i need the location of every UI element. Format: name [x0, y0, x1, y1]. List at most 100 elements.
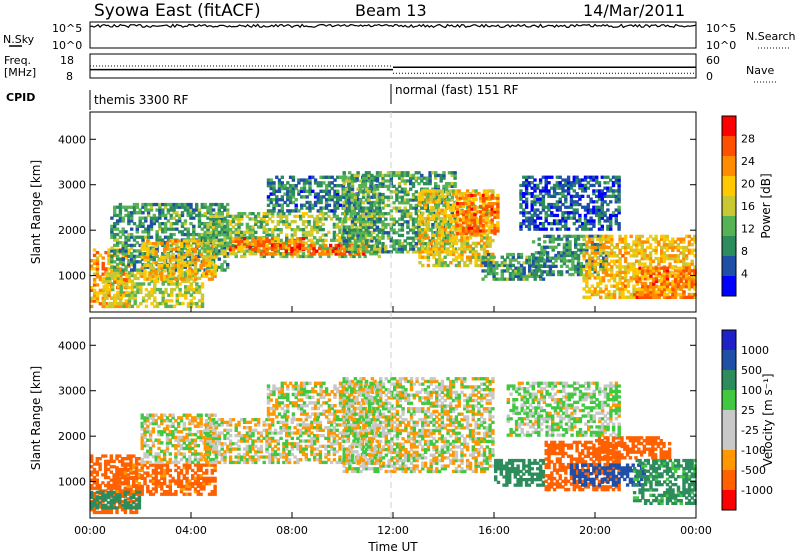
heatmap-cell: [378, 209, 382, 213]
heatmap-cell: [220, 227, 224, 231]
heatmap-cell: [214, 235, 219, 239]
heatmap-cell: [422, 242, 427, 246]
heatmap-cell: [324, 200, 329, 205]
heatmap-cell: [172, 211, 176, 215]
heatmap-cell: [203, 236, 207, 240]
heatmap-cell: [439, 173, 443, 178]
heatmap-cell: [338, 198, 343, 202]
heatmap-cell: [292, 252, 297, 256]
heatmap-cell: [188, 272, 192, 276]
heatmap-cell: [450, 184, 454, 188]
heatmap-cell: [254, 220, 258, 224]
heatmap-cell: [440, 263, 445, 268]
heatmap-cell: [414, 250, 418, 254]
heatmap-cell: [400, 198, 405, 202]
heatmap-cell: [146, 211, 151, 215]
heatmap-cell: [375, 171, 380, 175]
heatmap-cell: [138, 219, 142, 223]
heatmap-cell: [464, 226, 469, 230]
heatmap-cell: [138, 254, 142, 258]
heatmap-cell: [470, 207, 474, 211]
heatmap-cell: [161, 213, 165, 218]
heatmap-cell: [95, 259, 100, 263]
heatmap-cell: [392, 239, 396, 243]
heatmap-cell: [259, 254, 264, 259]
heatmap-cell: [550, 175, 554, 179]
heatmap-cell: [324, 212, 328, 216]
heatmap-cell: [381, 244, 385, 248]
beam-label: Beam 13: [355, 1, 427, 20]
heatmap-cell: [147, 296, 151, 300]
heatmap-cell: [381, 231, 385, 235]
heatmap-cell: [451, 203, 456, 207]
heatmap-cell: [356, 236, 360, 240]
heatmap-cell: [98, 253, 103, 257]
heatmap-cell: [98, 302, 103, 306]
heatmap-cell: [121, 230, 125, 234]
heatmap-cell: [460, 258, 464, 262]
heatmap-cell: [124, 299, 128, 303]
heatmap-cell: [342, 252, 347, 256]
heatmap-cell: [389, 209, 393, 213]
heatmap-cell: [381, 225, 385, 229]
heatmap-cell: [251, 252, 255, 256]
heatmap-cell: [155, 208, 159, 212]
heatmap-cell: [237, 220, 241, 224]
heatmap-cell: [195, 287, 199, 292]
heatmap-cell: [209, 205, 213, 209]
heatmap-cell: [359, 231, 363, 235]
heatmap-cell: [113, 265, 117, 269]
heatmap-cell: [356, 239, 360, 243]
heatmap-cell: [315, 241, 320, 245]
heatmap-cell: [332, 246, 337, 251]
heatmap-cell: [449, 205, 453, 210]
heatmap-cell: [473, 212, 477, 217]
heatmap-cell: [226, 212, 230, 216]
heatmap-cell: [361, 225, 366, 229]
heatmap-cell: [353, 242, 357, 246]
heatmap-cell: [425, 176, 429, 180]
heatmap-cell: [127, 216, 131, 220]
heatmap-cell: [395, 173, 399, 178]
heatmap-cell: [568, 234, 572, 238]
heatmap-cell: [146, 208, 151, 212]
heatmap-cell: [155, 304, 160, 309]
heatmap-cell: [138, 260, 142, 264]
heatmap-cell: [144, 252, 148, 256]
heatmap-cell: [192, 232, 196, 237]
heatmap-cell: [348, 243, 352, 248]
heatmap-cell: [192, 227, 196, 231]
heatmap-cell: [311, 203, 315, 207]
heatmap-cell: [353, 217, 357, 221]
heatmap-cell: [211, 257, 216, 261]
heatmap-cell: [213, 274, 217, 278]
heatmap-cell: [256, 243, 261, 248]
heatmap-cell: [254, 239, 258, 243]
heatmap-cell: [130, 262, 134, 267]
heatmap-cell: [406, 225, 410, 229]
heatmap-cell: [426, 252, 431, 257]
heatmap-cell: [272, 189, 276, 193]
heatmap-cell: [443, 238, 447, 243]
heatmap-cell: [355, 198, 359, 202]
heatmap-cell: [324, 238, 328, 242]
heatmap-cell: [342, 244, 346, 248]
heatmap-cell: [429, 197, 433, 201]
heatmap-cell: [130, 213, 134, 218]
heatmap-cell: [432, 208, 436, 212]
heatmap-cell: [364, 187, 369, 191]
heatmap-cell: [191, 272, 195, 276]
heatmap-cell: [146, 224, 151, 228]
heatmap-cell: [111, 287, 115, 292]
heatmap-cell: [330, 195, 334, 199]
heatmap-cell: [397, 233, 402, 238]
heatmap-cell: [449, 216, 453, 221]
heatmap-cell: [158, 227, 162, 231]
heatmap-cell: [180, 252, 185, 256]
heatmap-cell: [411, 217, 416, 221]
heatmap-cell: [277, 189, 282, 193]
heatmap-cell: [446, 205, 450, 210]
heatmap-cell: [363, 178, 368, 182]
heatmap-cell: [107, 294, 111, 298]
heatmap-cell: [356, 252, 361, 256]
